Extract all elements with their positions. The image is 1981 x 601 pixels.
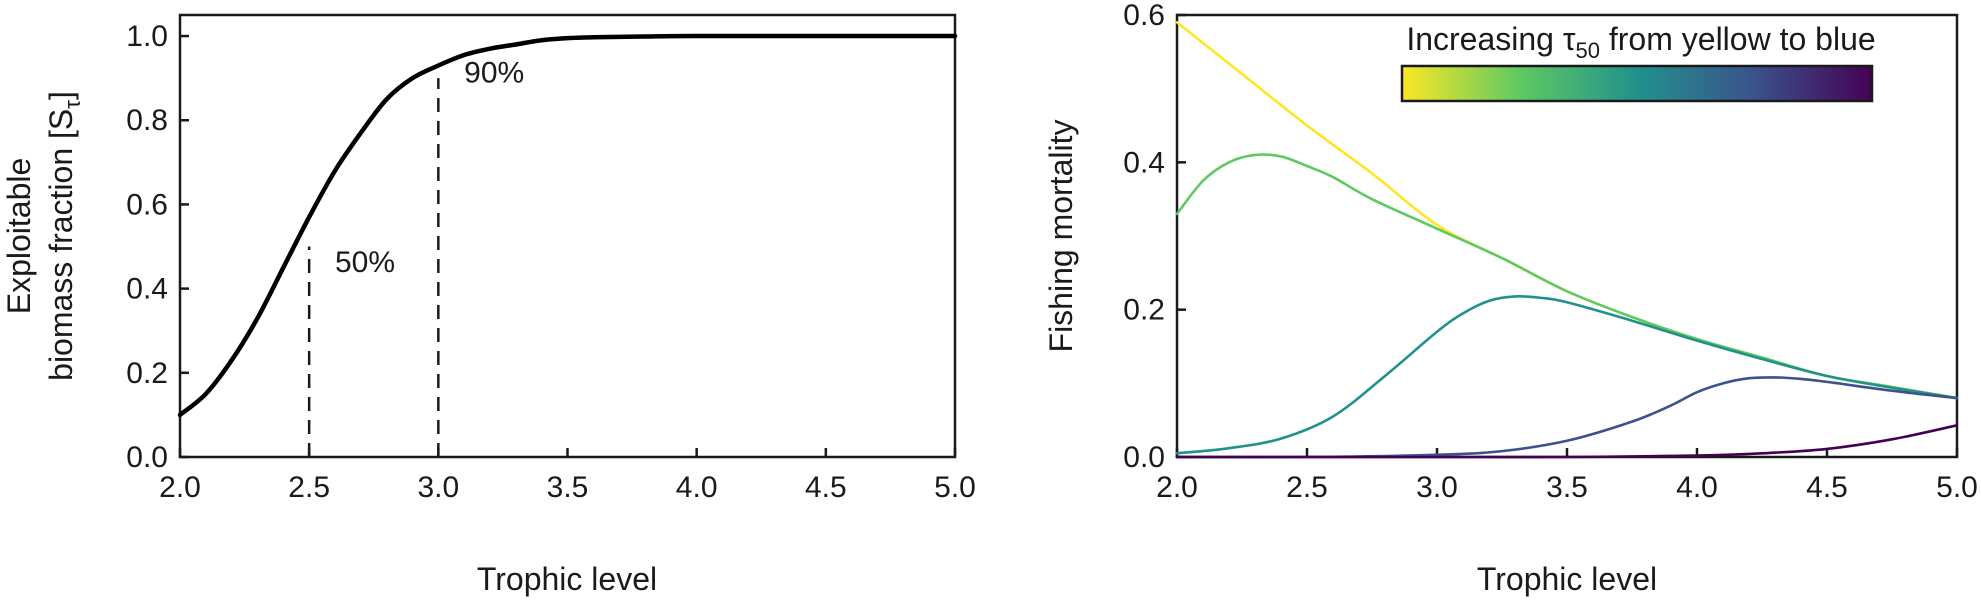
left-y-axis-title-line1: Exploitable (1, 158, 37, 315)
right-series-line-4 (1175, 424, 1959, 459)
left-y-tick-label: 0.6 (126, 188, 168, 221)
right-panel: 2.0 2.5 3.0 3.5 4.0 4.5 5.0 0.0 0.2 0.4 0.6 Trophi… (1043, 0, 1978, 597)
left-x-axis-title: Trophic level (477, 561, 657, 597)
left-x-tick-label: 2.5 (288, 471, 330, 504)
left-y-tick-label: 0.4 (126, 273, 168, 306)
legend-text-suffix: from yellow to blue (1600, 21, 1876, 57)
left-y-axis-title-main: biomass fraction [S (43, 109, 79, 381)
right-y-tick-label: 0.0 (1123, 441, 1165, 474)
left-y-tick-label: 0.0 (126, 441, 168, 474)
left-x-tick-label: 3.5 (547, 471, 589, 504)
right-x-tick-label: 4.5 (1806, 471, 1848, 504)
legend: Increasing τ50 from yellow to blue (1400, 21, 1876, 103)
left-y-tick-label: 0.8 (126, 104, 168, 137)
right-y-tick-label: 0.2 (1123, 294, 1165, 327)
left-x-tick-label: 3.0 (417, 471, 459, 504)
threshold-label-90pct: 90% (464, 56, 524, 89)
right-x-tick-label: 4.0 (1676, 471, 1718, 504)
right-series-line-3 (1175, 376, 1959, 459)
right-y-axis-title: Fishing mortality (1043, 120, 1079, 353)
left-y-tick-label: 1.0 (126, 20, 168, 53)
legend-text: Increasing τ50 from yellow to blue (1406, 21, 1875, 63)
left-ticks: 2.0 2.5 3.0 3.5 4.0 4.5 5.0 0.0 0.2 0.4 0.6 0.8 1.0 (126, 20, 976, 504)
left-x-tick-label: 4.0 (676, 471, 718, 504)
right-series-line-1 (1175, 153, 1959, 400)
left-y-axis-title-line2: biomass fraction [Sτ] (43, 91, 85, 381)
left-x-tick-label: 2.0 (159, 471, 201, 504)
legend-text-subscript: 50 (1576, 38, 1600, 63)
legend-colorbar (1400, 64, 1874, 103)
right-marks (1175, 21, 1959, 459)
legend-text-prefix: Increasing τ (1406, 21, 1576, 57)
right-x-tick-label: 5.0 (1936, 471, 1978, 504)
right-x-tick-label: 2.5 (1286, 471, 1328, 504)
right-x-tick-label: 3.5 (1546, 471, 1588, 504)
left-y-axis-title-close: ] (43, 91, 79, 100)
left-y-tick-label: 0.2 (126, 357, 168, 390)
threshold-label-50pct: 50% (335, 246, 395, 279)
right-ticks: 2.0 2.5 3.0 3.5 4.0 4.5 5.0 0.0 0.2 0.4 0.6 (1123, 0, 1978, 504)
right-y-tick-label: 0.6 (1123, 0, 1165, 32)
left-x-tick-label: 5.0 (934, 471, 976, 504)
left-y-axis-title-subscript: τ (60, 100, 85, 109)
right-x-tick-label: 2.0 (1156, 471, 1198, 504)
right-series-line-2 (1175, 294, 1959, 455)
right-y-tick-label: 0.4 (1123, 146, 1165, 179)
left-series-line-0 (177, 33, 958, 418)
right-x-axis-title: Trophic level (1477, 561, 1657, 597)
left-panel: 2.0 2.5 3.0 3.5 4.0 4.5 5.00.00.20.40.60.81.0 … (1, 13, 976, 597)
left-x-tick-label: 4.5 (805, 471, 847, 504)
left-plot-frame (178, 13, 957, 459)
left-marks: 50% 90% (177, 33, 958, 457)
right-x-tick-label: 3.0 (1416, 471, 1458, 504)
